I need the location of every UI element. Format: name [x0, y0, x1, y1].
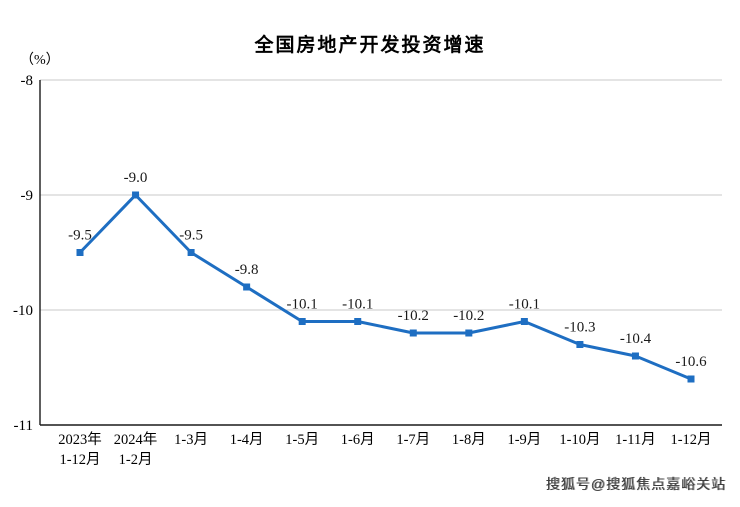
- data-point-marker: [520, 318, 528, 325]
- x-axis-label: 2023年 1-12月: [58, 432, 102, 469]
- y-tick-label: -10: [13, 303, 33, 319]
- data-point-marker: [631, 352, 639, 360]
- x-axis-labels: 2023年 1-12月 2024年 1-2月 1-3月 1-4月 1-5月 1-6月 1-7…: [0, 430, 740, 480]
- watermark: 搜狐号@搜狐焦点嘉峪关站: [545, 476, 726, 492]
- data-point-marker: [354, 318, 362, 325]
- data-label: -10.2: [398, 308, 429, 324]
- data-point-marker: [465, 329, 473, 337]
- data-point-marker: [298, 318, 306, 325]
- data-point-marker: [132, 191, 140, 199]
- data-label: -9.8: [235, 262, 259, 278]
- data-label: -10.1: [342, 297, 373, 313]
- data-point-marker: [243, 283, 251, 291]
- series-line: [78, 193, 693, 381]
- chart-svg: -8 -9 -10 -11 -9.5 -9.0 -9.5 -9.8 -10.1 -10.1 -10.…: [13, 73, 722, 434]
- data-point-marker: [187, 249, 195, 256]
- x-axis-label: 1-3月: [174, 432, 208, 448]
- x-axis-label: 1-6月: [340, 432, 375, 448]
- data-point-marker: [687, 375, 695, 383]
- x-axis-label: 1-4月: [229, 432, 264, 448]
- x-axis-label: 1-7月: [396, 432, 431, 448]
- y-tick-label: -9: [21, 188, 34, 204]
- y-axis-unit-label: （%）: [20, 53, 60, 68]
- data-label: -9.5: [179, 228, 203, 244]
- x-axis-label: 1-8月: [451, 432, 486, 448]
- data-label: -10.1: [287, 297, 318, 313]
- data-label: -10.2: [453, 308, 484, 324]
- x-axis-label: 1-9月: [507, 432, 542, 448]
- data-label: -9.5: [68, 228, 92, 244]
- data-point-marker: [576, 341, 584, 348]
- x-axis-label: 1-11月: [615, 432, 656, 448]
- x-axis-label: 1-5月: [285, 432, 320, 448]
- x-axis-label: 2024年 1-2月: [113, 432, 158, 469]
- data-label: -10.4: [620, 331, 652, 347]
- data-point-marker: [409, 329, 417, 337]
- data-label: -10.1: [509, 297, 540, 313]
- data-label: -10.6: [675, 354, 707, 370]
- chart-title: 全国房地产开发投资增速: [254, 35, 486, 56]
- y-tick-label: -11: [14, 418, 33, 434]
- data-label: -10.3: [564, 320, 595, 336]
- x-axis-label: 1-10月: [559, 432, 601, 448]
- y-tick-label: -8: [21, 73, 34, 89]
- data-label: -9.0: [124, 170, 148, 186]
- x-axis-label: 1-12月: [670, 432, 712, 448]
- data-point-marker: [76, 249, 84, 256]
